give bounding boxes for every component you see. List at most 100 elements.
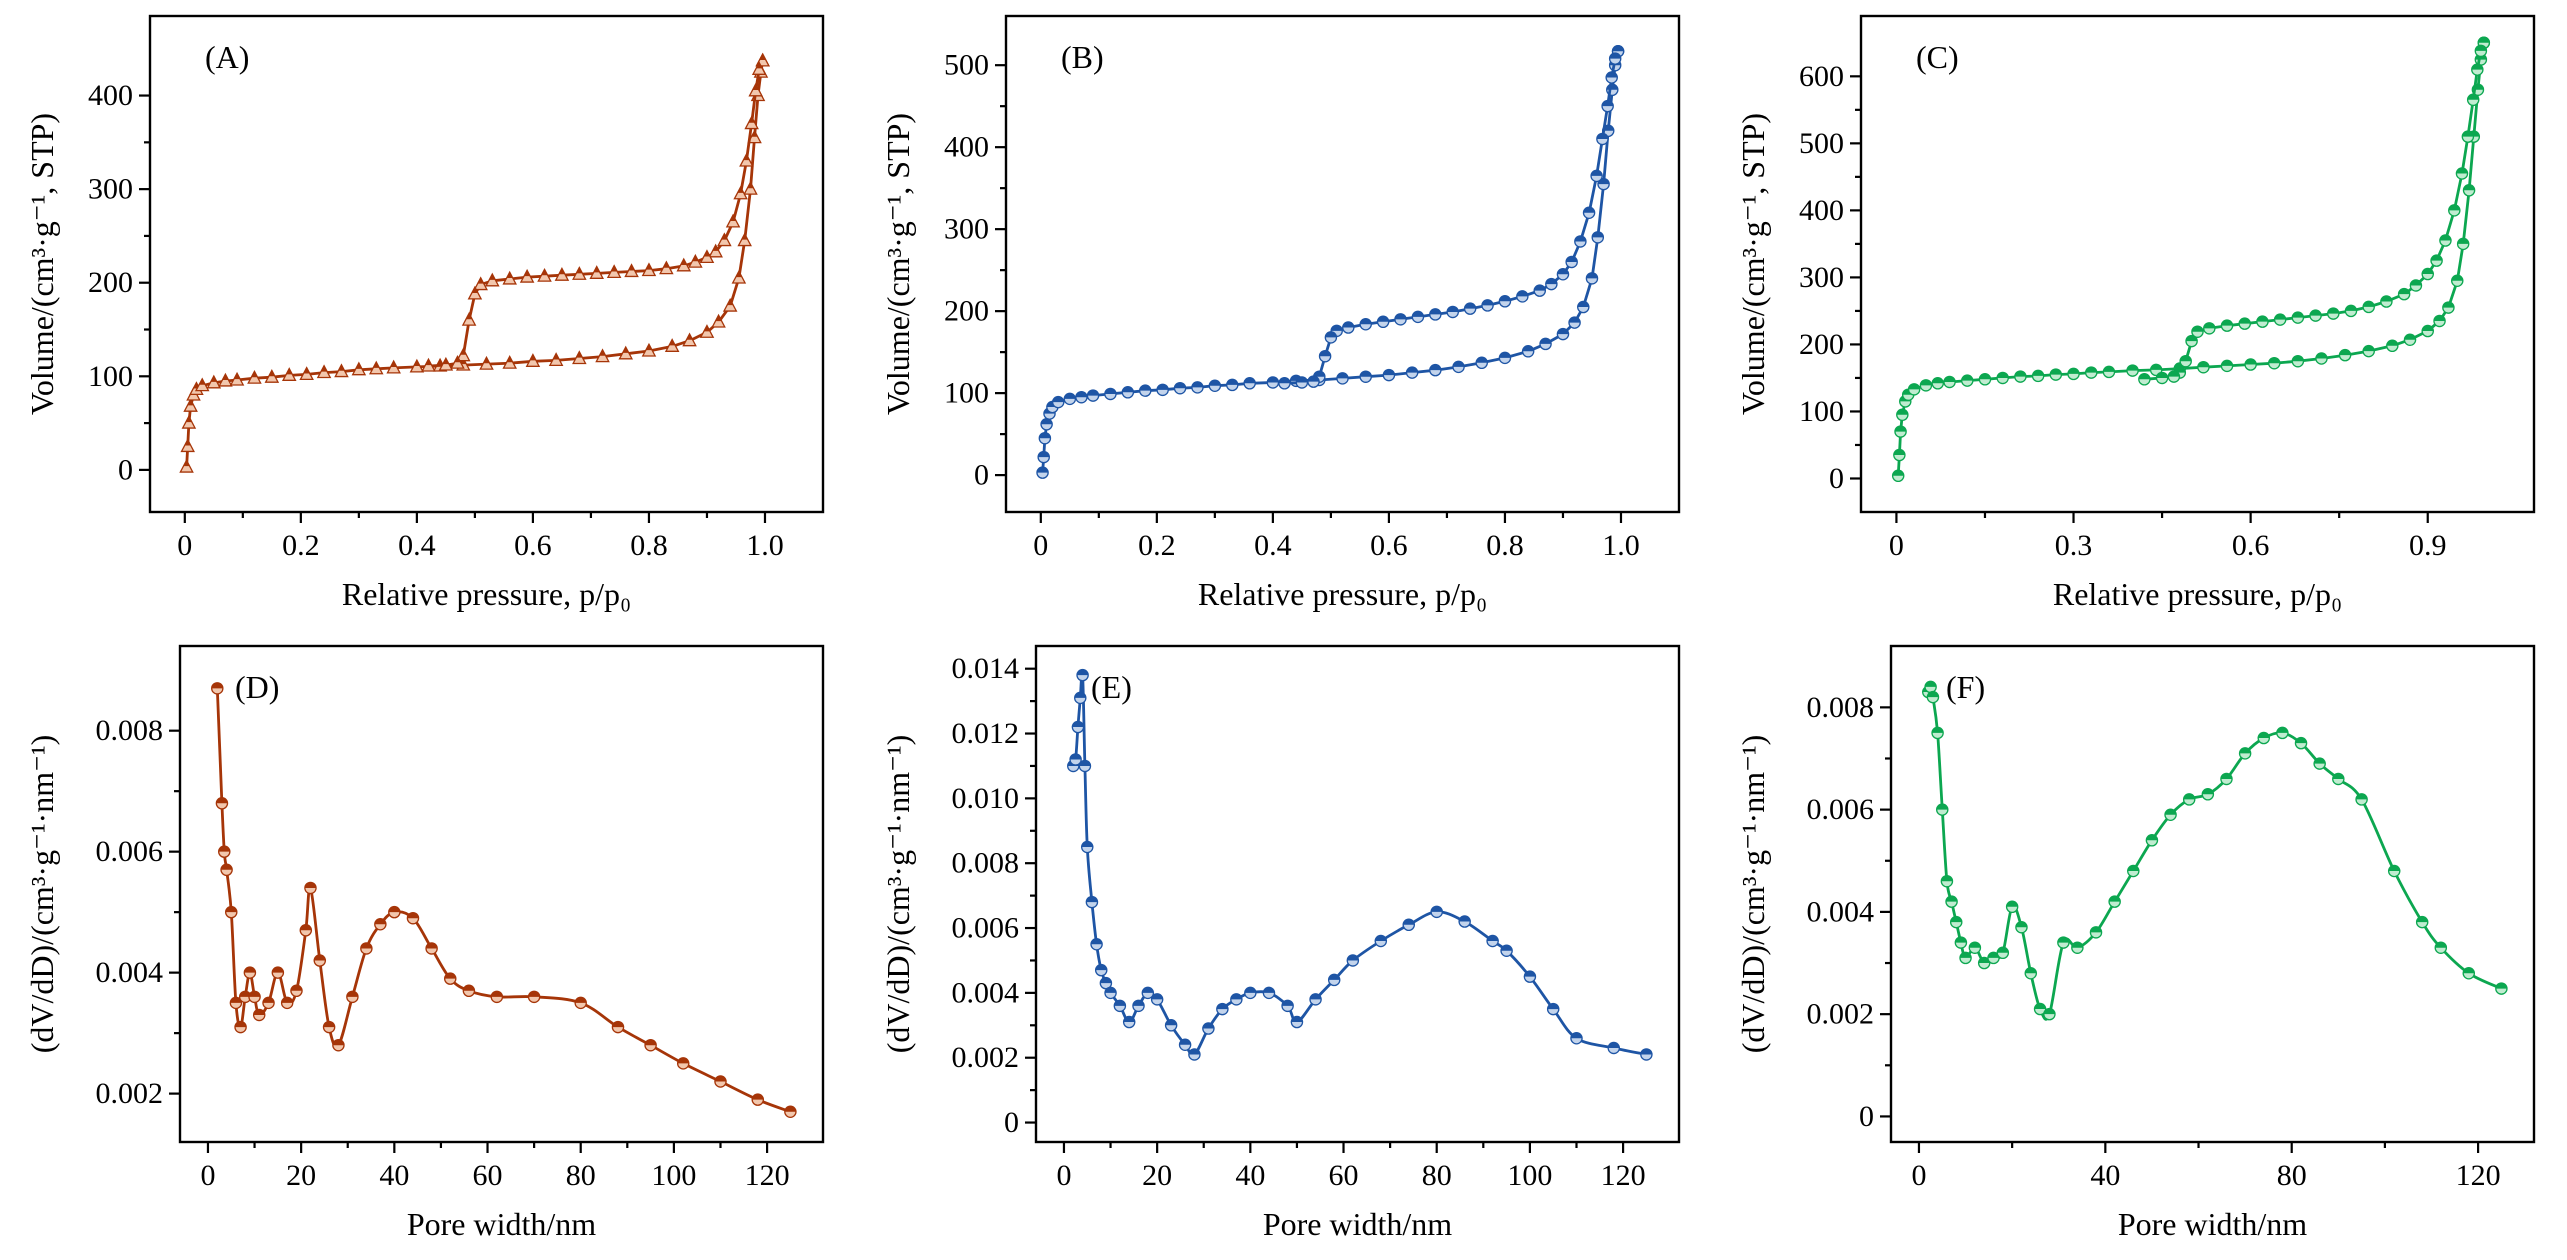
y-tick-label: 0.008 — [951, 847, 1019, 880]
panel-e-pore-distribution: 0 20 40 60 80 100 120 0 0.002 0.004 0.006 0.008 0.01… — [856, 630, 1712, 1260]
x-axis-label: Pore width/nm — [407, 1206, 596, 1242]
tick-marks — [169, 729, 769, 1153]
series-markers — [2138, 36, 2491, 386]
series-desorption — [1277, 45, 1624, 390]
plot-frame — [1004, 14, 1680, 514]
y-tick-label: 200 — [944, 295, 989, 328]
series-pore-size-distribution — [1066, 668, 1653, 1061]
x-tick-label: 80 — [1421, 1159, 1451, 1192]
y-tick-label: 100 — [88, 360, 133, 393]
y-tick-label: 600 — [1799, 60, 1844, 93]
x-tick-label: 0.2 — [282, 529, 320, 562]
y-axis-label: Volume/(cm³·g⁻¹, STP) — [1735, 113, 1771, 415]
y-tick-label: 200 — [1799, 328, 1844, 361]
x-axis-label: Relative pressure, p/p₀ — [342, 576, 631, 612]
x-tick-label: 100 — [1507, 1159, 1552, 1192]
x-tick-label: 80 — [2277, 1159, 2307, 1192]
panel-b-chart-canvas: 0 0.2 0.4 0.6 0.8 1.0 0 100 200 300 400 500 Relative… — [880, 14, 1680, 612]
y-tick-label: 0.002 — [96, 1077, 164, 1110]
x-tick-label: 1.0 — [746, 529, 784, 562]
plot-frame — [148, 14, 825, 514]
panel-a-isotherm: 0 0.2 0.4 0.6 0.8 1.0 0 100 200 300 400 Relative pr… — [0, 0, 856, 630]
x-tick-label: 0 — [1889, 529, 1904, 562]
panel-label: (C) — [1916, 39, 1959, 75]
x-tick-label: 0.6 — [2232, 529, 2270, 562]
panel-label: (F) — [1946, 669, 1985, 705]
tick-marks — [139, 94, 767, 523]
x-tick-label: 40 — [2091, 1159, 2121, 1192]
y-tick-label: 0.008 — [1807, 691, 1875, 724]
panel-d-chart-canvas: 0 20 40 60 80 100 120 0.002 0.004 0.006 0.008 Pore … — [24, 644, 825, 1242]
y-tick-label: 100 — [944, 377, 989, 410]
series-line — [1927, 685, 2503, 1021]
y-tick-label: 500 — [944, 49, 989, 82]
series-adsorption — [1035, 45, 1624, 479]
panel-label: (E) — [1091, 669, 1132, 705]
x-tick-label: 0.4 — [1254, 529, 1292, 562]
y-tick-label: 0 — [1829, 462, 1844, 495]
y-tick-label: 0.002 — [951, 1041, 1019, 1074]
y-tick-label: 0.006 — [96, 835, 164, 868]
y-tick-label: 0.008 — [96, 714, 164, 747]
series-adsorption — [1892, 36, 2491, 483]
panel-d-pore-distribution: 0 20 40 60 80 100 120 0.002 0.004 0.006 0.008 Pore … — [0, 630, 856, 1260]
x-tick-label: 100 — [651, 1159, 696, 1192]
x-tick-label: 120 — [1600, 1159, 1645, 1192]
y-tick-label: 0 — [1859, 1100, 1874, 1133]
tick-marks — [1850, 75, 2430, 523]
x-tick-label: 20 — [1142, 1159, 1172, 1192]
axes: 0 20 40 60 80 100 120 0.002 0.004 0.006 0.008 — [96, 644, 825, 1192]
y-tick-label: 0.002 — [1807, 998, 1875, 1031]
tick-marks — [994, 64, 1622, 523]
x-tick-label: 20 — [286, 1159, 316, 1192]
y-tick-label: 0.004 — [951, 976, 1019, 1009]
series-line — [1897, 42, 2486, 476]
series-markers — [1277, 45, 1624, 390]
y-tick-label: 400 — [944, 131, 989, 164]
panel-f-pore-distribution: 0 40 80 120 0 0.002 0.004 0.006 0.008 Pore width/… — [1711, 630, 2567, 1260]
x-tick-label: 0.4 — [398, 529, 436, 562]
tick-marks — [1880, 706, 2480, 1153]
series-markers — [1892, 36, 2491, 483]
y-tick-label: 0.010 — [951, 782, 1019, 815]
y-tick-label: 0 — [974, 459, 989, 492]
series-markers — [1066, 668, 1653, 1061]
x-axis-label: Pore width/nm — [2118, 1206, 2307, 1242]
y-tick-label: 0.004 — [1807, 895, 1875, 928]
y-tick-label: 300 — [944, 213, 989, 246]
axes: 0 0.2 0.4 0.6 0.8 1.0 0 100 200 300 400 — [88, 14, 825, 562]
panel-label: (B) — [1061, 39, 1104, 75]
panel-c-chart-canvas: 0 0.3 0.6 0.9 0 100 200 300 400 500 600 Relative pr… — [1735, 14, 2536, 612]
x-tick-label: 0 — [177, 529, 192, 562]
x-axis-label: Pore width/nm — [1262, 1206, 1451, 1242]
panel-e-chart-canvas: 0 20 40 60 80 100 120 0 0.002 0.004 0.006 0.008 0.01… — [880, 644, 1680, 1242]
axes: 0 40 80 120 0 0.002 0.004 0.006 0.008 — [1807, 644, 2536, 1192]
series-pore-size-distribution — [211, 682, 797, 1119]
series-markers — [1035, 45, 1624, 479]
x-tick-label: 0 — [1912, 1159, 1927, 1192]
x-tick-label: 0 — [1056, 1159, 1071, 1192]
series-desorption — [2138, 36, 2491, 386]
y-axis-label: Volume/(cm³·g⁻¹, STP) — [24, 113, 60, 415]
y-tick-label: 0.014 — [951, 652, 1019, 685]
x-tick-label: 80 — [566, 1159, 596, 1192]
series-line — [1040, 51, 1620, 473]
x-tick-label: 40 — [379, 1159, 409, 1192]
series-markers — [211, 682, 797, 1119]
x-tick-label: 0 — [1033, 529, 1048, 562]
y-tick-label: 300 — [1799, 261, 1844, 294]
series-markers — [1922, 680, 2508, 1021]
series-line — [215, 688, 791, 1114]
series-adsorption — [179, 52, 770, 473]
axes: 0 0.2 0.4 0.6 0.8 1.0 0 100 200 300 400 500 — [944, 14, 1680, 562]
panel-f-chart-canvas: 0 40 80 120 0 0.002 0.004 0.006 0.008 Pore width/… — [1735, 644, 2536, 1242]
y-tick-label: 0 — [1004, 1106, 1019, 1139]
plot-frame — [1034, 644, 1680, 1144]
x-tick-label: 120 — [745, 1159, 790, 1192]
panel-c-isotherm: 0 0.3 0.6 0.9 0 100 200 300 400 500 600 Relative pr… — [1711, 0, 2567, 630]
x-tick-label: 0.8 — [1486, 529, 1524, 562]
y-tick-label: 0.012 — [951, 717, 1019, 750]
x-tick-label: 0.6 — [514, 529, 552, 562]
x-tick-label: 40 — [1235, 1159, 1265, 1192]
